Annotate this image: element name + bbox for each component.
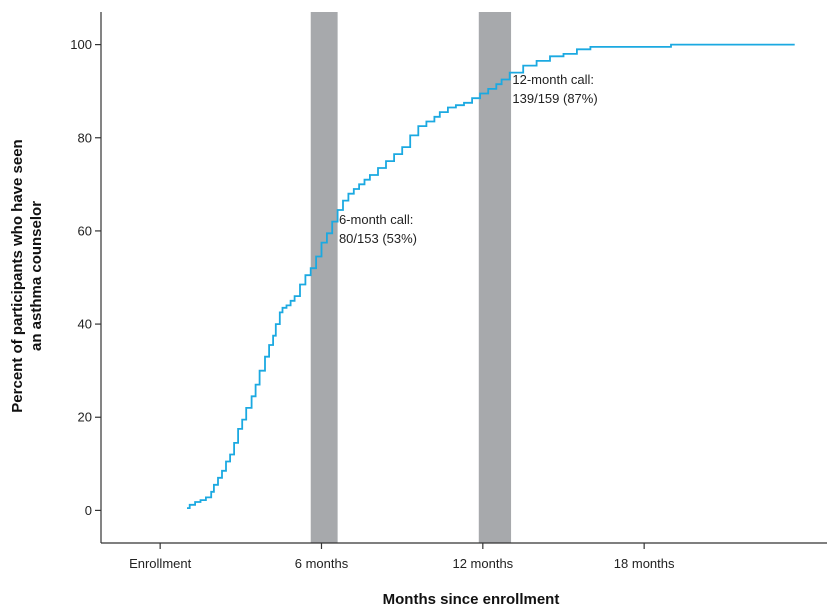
- x-tick-label: Enrollment: [129, 556, 192, 571]
- shaded-bands: [310, 12, 512, 543]
- annotation-line: 80/153 (53%): [339, 231, 417, 246]
- call-band-1: [478, 12, 512, 543]
- y-tick-label: 20: [78, 410, 92, 425]
- x-tick-label: 18 months: [614, 556, 675, 571]
- annotations: 6-month call: 80/153 (53%) 12-month call: 1…: [339, 72, 598, 246]
- series-layer: [187, 43, 795, 509]
- y-axis-title-line-1: Percent of participants who have seen: [9, 139, 26, 412]
- x-tick-label: 6 months: [295, 556, 349, 571]
- y-tick-label: 40: [78, 317, 92, 332]
- annotation-line: 139/159 (87%): [512, 91, 597, 106]
- y-tick-label: 60: [78, 223, 92, 238]
- call-band-0: [310, 12, 338, 543]
- annotation-line: 12-month call:: [512, 72, 594, 87]
- x-axis-title: Months since enrollment: [383, 591, 560, 606]
- y-tick-label: 0: [85, 503, 92, 518]
- axes: [100, 12, 827, 544]
- annotation-line: 6-month call:: [339, 212, 413, 227]
- y-axis-title-line-2: an asthma counselor: [28, 201, 45, 351]
- y-tick-label: 100: [70, 37, 92, 52]
- ticks: 0 20 40 60 80 100 Enrollment 6 months 12 months 1…: [70, 37, 675, 571]
- y-tick-label: 80: [78, 130, 92, 145]
- x-tick-label: 12 months: [452, 556, 513, 571]
- series-line: [187, 43, 795, 509]
